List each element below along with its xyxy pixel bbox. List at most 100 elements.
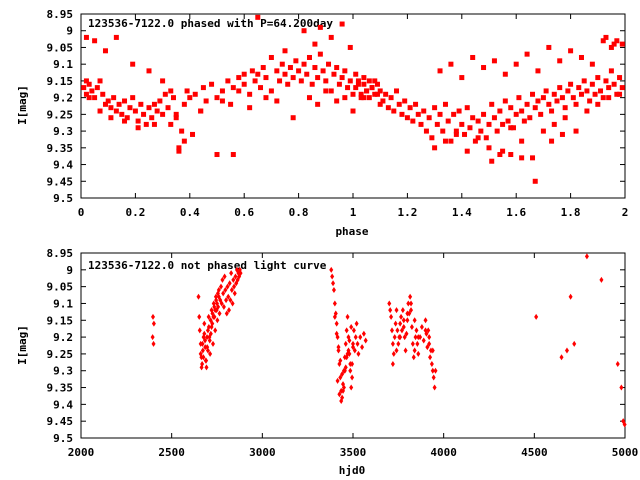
- data-point: [296, 68, 302, 74]
- data-point: [135, 118, 141, 124]
- data-point: [535, 68, 541, 74]
- data-point: [551, 121, 557, 127]
- data-point: [366, 78, 372, 84]
- data-point: [383, 91, 389, 97]
- phased-y-axis-label: I[mag]: [16, 85, 29, 125]
- data-point: [390, 340, 395, 347]
- data-point: [516, 95, 522, 101]
- unphased-y-tick-label: 9.4: [53, 398, 73, 411]
- data-point: [412, 317, 417, 324]
- phased-y-tick-label: 9.45: [47, 175, 74, 188]
- data-point: [402, 334, 407, 341]
- data-point: [111, 95, 117, 101]
- unphased-y-tick-label: 8.95: [47, 247, 74, 260]
- data-point: [263, 95, 269, 101]
- data-point: [207, 337, 212, 344]
- data-point: [405, 317, 410, 324]
- data-point: [568, 48, 574, 54]
- phased-x-tick-label: 0: [78, 206, 85, 219]
- data-point: [287, 65, 293, 71]
- data-point: [282, 71, 288, 77]
- phased-x-axis-label: phase: [335, 225, 368, 238]
- data-point: [532, 178, 538, 184]
- data-point: [418, 121, 424, 127]
- phased-y-tick-label: 9.15: [47, 75, 74, 88]
- data-point: [549, 108, 555, 114]
- data-point: [404, 115, 410, 121]
- data-point: [475, 118, 481, 124]
- unphased-x-tick-label: 5000: [612, 446, 639, 459]
- data-point: [279, 61, 285, 67]
- data-point: [432, 384, 437, 391]
- data-point: [141, 111, 147, 117]
- data-point: [587, 98, 593, 104]
- data-point: [415, 340, 420, 347]
- data-point: [218, 283, 223, 290]
- data-point: [226, 307, 231, 314]
- data-point: [430, 347, 435, 354]
- data-point: [433, 367, 438, 374]
- data-point: [208, 317, 213, 324]
- data-point: [197, 327, 202, 334]
- data-point: [408, 293, 413, 300]
- data-point: [190, 131, 196, 137]
- phased-plot-title: 123536-7122.0 phased with P=64.200day: [88, 17, 333, 30]
- data-point: [249, 68, 255, 74]
- data-point: [549, 138, 555, 144]
- phased-y-tick-label: 8.95: [47, 8, 74, 21]
- data-point: [341, 387, 346, 394]
- data-point: [328, 34, 334, 40]
- data-point: [247, 91, 253, 97]
- data-point: [562, 105, 568, 111]
- unphased-x-tick-label: 3500: [340, 446, 367, 459]
- data-point: [363, 337, 368, 344]
- data-point: [534, 313, 539, 320]
- data-point: [201, 354, 206, 361]
- data-point: [508, 152, 514, 158]
- data-point: [361, 95, 367, 101]
- data-point: [344, 354, 349, 361]
- data-point: [209, 81, 215, 87]
- data-point: [127, 105, 133, 111]
- data-point: [519, 138, 525, 144]
- unphased-data-points: [150, 253, 627, 428]
- data-point: [206, 313, 211, 320]
- data-point: [160, 78, 166, 84]
- data-point: [350, 108, 356, 114]
- data-point: [410, 118, 416, 124]
- data-point: [427, 334, 432, 341]
- data-point: [442, 101, 448, 107]
- data-point: [543, 88, 549, 94]
- data-point: [210, 310, 215, 317]
- data-point: [351, 340, 355, 347]
- data-point: [578, 91, 584, 97]
- data-point: [215, 290, 220, 297]
- data-point: [513, 111, 519, 117]
- unphased-x-tick-label: 2500: [158, 446, 185, 459]
- data-point: [414, 327, 419, 334]
- data-point: [215, 317, 220, 324]
- data-point: [565, 88, 571, 94]
- data-point: [355, 78, 361, 84]
- data-point: [402, 98, 408, 104]
- data-point: [413, 101, 419, 107]
- data-point: [347, 44, 353, 50]
- data-point: [429, 135, 435, 141]
- phased-y-tick-label: 9.35: [47, 142, 74, 155]
- data-point: [395, 327, 400, 334]
- data-point: [489, 101, 495, 107]
- data-point: [578, 54, 584, 60]
- data-point: [168, 88, 174, 94]
- data-point: [398, 334, 403, 341]
- data-point: [606, 85, 612, 91]
- data-point: [442, 138, 448, 144]
- data-point: [374, 91, 380, 97]
- data-point: [312, 65, 318, 71]
- data-point: [146, 105, 152, 111]
- data-point: [317, 51, 323, 57]
- data-point: [393, 320, 398, 327]
- data-point: [224, 310, 229, 317]
- unphased-plot-title: 123536-7122.0 not phased light curve: [88, 259, 327, 272]
- data-point: [419, 324, 424, 330]
- data-point: [421, 337, 426, 344]
